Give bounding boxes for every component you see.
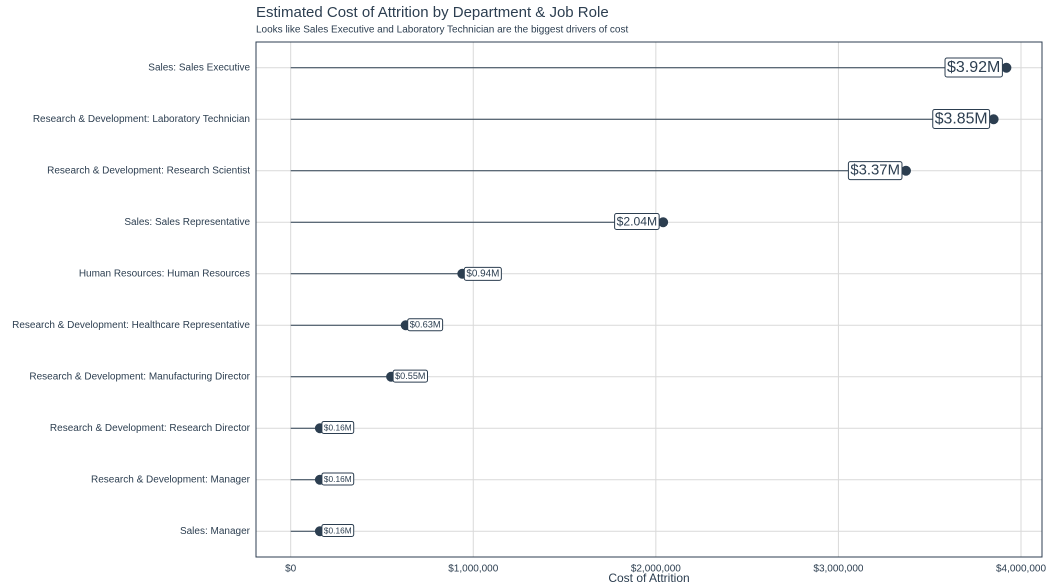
lollipop-point (900, 165, 911, 176)
value-label-group: $0.63M (407, 318, 444, 332)
x-axis-title: Cost of Attrition (608, 571, 689, 583)
chart-subtitle: Looks like Sales Executive and Laborator… (256, 25, 628, 36)
value-label: $0.16M (324, 422, 352, 432)
x-tick-label: $1,000,000 (448, 564, 498, 575)
value-label: $0.94M (466, 268, 499, 279)
x-tick-label: $3,000,000 (813, 564, 863, 575)
value-label-box (932, 108, 991, 129)
y-tick-label: Research & Development: Laboratory Techn… (33, 114, 250, 125)
value-label-box (321, 472, 355, 486)
x-tick-label: $4,000,000 (996, 564, 1046, 575)
value-label-group: $3.37M (847, 161, 903, 181)
value-label: $3.92M (947, 59, 1000, 76)
y-tick-label: Research & Development: Research Directo… (50, 423, 251, 434)
y-tick-label: Research & Development: Research Scienti… (47, 165, 250, 176)
value-label-group: $0.94M (463, 266, 502, 281)
value-label-box (944, 57, 1003, 78)
x-tick-label: $2,000,000 (631, 564, 681, 575)
y-tick-label: Research & Development: Manager (91, 474, 251, 485)
value-label-group: $0.16M (321, 523, 355, 537)
value-label-box (847, 161, 903, 181)
y-tick-label: Research & Development: Manufacturing Di… (29, 371, 250, 382)
lollipop-point (1001, 62, 1012, 73)
panel-border (255, 41, 1043, 558)
chart-title: Estimated Cost of Attrition by Departmen… (256, 4, 609, 21)
value-label-box (463, 266, 502, 281)
value-label: $3.85M (935, 110, 988, 127)
value-label-group: $0.16M (321, 420, 355, 434)
y-tick-label: Research & Development: Healthcare Repre… (12, 320, 250, 331)
value-label: $2.04M (617, 214, 658, 228)
y-tick-label: Sales: Sales Executive (148, 62, 250, 73)
y-tick-label: Human Resources: Human Resources (79, 268, 250, 279)
value-label: $0.63M (410, 320, 441, 330)
value-label-box (614, 212, 660, 230)
value-label-box (392, 369, 428, 383)
value-label-box (321, 420, 355, 434)
value-label-box (321, 523, 355, 537)
value-label-group: $0.16M (321, 472, 355, 486)
y-tick-label: Sales: Manager (180, 526, 251, 537)
value-label: $0.16M (324, 474, 352, 484)
value-label: $0.55M (395, 371, 425, 381)
value-label: $3.37M (850, 163, 900, 179)
x-tick-label: $0 (285, 564, 297, 575)
value-label-group: $0.55M (392, 369, 428, 383)
y-tick-label: Sales: Sales Representative (124, 217, 250, 228)
value-label-group: $3.85M (932, 108, 991, 129)
value-label-group: $2.04M (614, 212, 660, 230)
value-label: $0.16M (324, 525, 352, 535)
value-label-box (407, 318, 444, 332)
value-label-group: $3.92M (944, 57, 1003, 78)
lollipop-point (988, 114, 999, 125)
lollipop-point (658, 217, 669, 228)
